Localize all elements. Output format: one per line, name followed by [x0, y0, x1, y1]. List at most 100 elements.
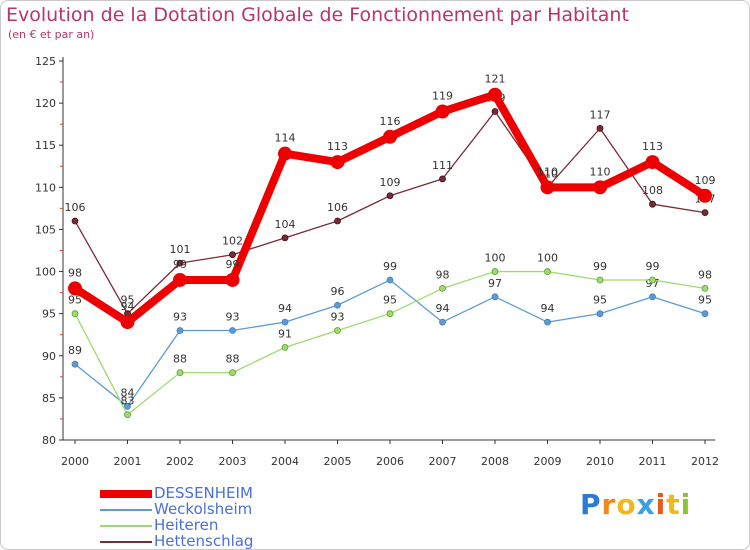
chart-subtitle: (en € et par an) [8, 28, 95, 41]
data-point-hettenschlag [176, 259, 184, 267]
data-label-weckolsheim: 84 [121, 386, 135, 399]
data-label-dessenheim: 113 [327, 140, 348, 153]
logo-letter: x [636, 488, 656, 521]
y-tick-label: 115 [35, 139, 56, 152]
data-point-dessenheim [278, 146, 292, 161]
data-label-weckolsheim: 94 [436, 302, 450, 315]
data-point-weckolsheim [229, 327, 236, 334]
y-tick-label: 120 [35, 97, 56, 110]
data-label-heiteren: 93 [331, 311, 345, 324]
y-tick-label: 95 [42, 308, 56, 321]
data-point-hettenschlag [701, 209, 709, 217]
data-label-weckolsheim: 97 [488, 277, 502, 290]
y-tick-label: 105 [35, 223, 56, 236]
data-point-weckolsheim [124, 402, 131, 410]
data-point-dessenheim [435, 104, 450, 119]
data-label-dessenheim: 109 [695, 174, 716, 187]
data-point-dessenheim [540, 180, 555, 195]
data-point-dessenheim [645, 155, 660, 170]
data-point-dessenheim [698, 188, 712, 203]
data-point-weckolsheim [176, 327, 184, 334]
data-label-heiteren: 88 [173, 353, 187, 366]
data-label-hettenschlag: 111 [432, 159, 453, 172]
data-point-weckolsheim [491, 293, 499, 301]
x-tick-label: 2004 [271, 455, 299, 468]
data-label-weckolsheim: 93 [173, 311, 187, 324]
data-label-hettenschlag: 108 [642, 184, 663, 197]
data-point-hettenschlag [71, 217, 79, 225]
y-tick-label: 100 [35, 266, 56, 279]
x-tick-label: 2011 [639, 455, 667, 468]
data-label-heiteren: 100 [537, 252, 558, 265]
x-tick-label: 2000 [61, 455, 89, 468]
data-label-weckolsheim: 93 [226, 311, 240, 324]
y-tick-label: 85 [42, 392, 56, 405]
y-tick-label: 90 [42, 350, 56, 363]
legend-label: DESSENHEIM [154, 484, 253, 502]
data-point-heiteren [386, 310, 394, 318]
data-point-heiteren [124, 411, 131, 419]
data-point-dessenheim [120, 315, 135, 330]
data-label-dessenheim: 99 [226, 258, 240, 271]
data-point-hettenschlag [596, 124, 604, 132]
data-label-dessenheim: 94 [121, 300, 135, 313]
data-point-dessenheim [488, 87, 502, 102]
data-point-weckolsheim [439, 318, 446, 326]
legend-label: Hettenschlag [154, 532, 254, 550]
data-label-weckolsheim: 96 [331, 285, 345, 298]
x-tick-label: 2007 [429, 455, 457, 468]
data-point-heiteren [439, 284, 446, 292]
data-label-weckolsheim: 95 [698, 294, 712, 307]
data-point-hettenschlag [334, 217, 341, 225]
data-point-heiteren [596, 276, 604, 284]
data-label-heiteren: 99 [646, 260, 660, 273]
proxiti-logo: Proxiti [580, 488, 691, 521]
data-label-weckolsheim: 94 [278, 302, 292, 315]
data-point-hettenschlag [439, 175, 446, 183]
data-label-weckolsheim: 94 [541, 302, 555, 315]
data-label-heiteren: 100 [485, 252, 506, 265]
data-point-heiteren [334, 327, 341, 334]
logo-letter: o [616, 488, 637, 521]
data-point-hettenschlag [491, 108, 499, 115]
data-point-heiteren [701, 284, 709, 292]
data-label-dessenheim: 114 [275, 132, 296, 145]
data-point-dessenheim [383, 129, 397, 144]
data-label-dessenheim: 110 [537, 165, 558, 178]
data-label-heiteren: 98 [698, 268, 712, 281]
data-label-hettenschlag: 102 [222, 235, 243, 248]
data-label-dessenheim: 116 [380, 115, 401, 128]
data-label-hettenschlag: 117 [590, 108, 611, 121]
data-point-weckolsheim [701, 310, 709, 318]
data-point-dessenheim [330, 155, 345, 170]
data-label-dessenheim: 99 [173, 258, 187, 271]
data-point-weckolsheim [544, 318, 551, 326]
data-point-dessenheim [68, 281, 82, 296]
x-tick-label: 2005 [324, 455, 352, 468]
x-tick-label: 2010 [586, 455, 614, 468]
chart-title: Evolution de la Dotation Globale de Fonc… [6, 4, 629, 26]
legend-swatch [100, 490, 152, 498]
data-point-heiteren [71, 310, 79, 318]
data-point-dessenheim [225, 272, 240, 287]
data-point-weckolsheim [649, 293, 656, 301]
legend-swatch [100, 541, 152, 543]
x-tick-label: 2009 [534, 455, 562, 468]
data-label-heiteren: 95 [68, 294, 82, 307]
legend-label: Heiteren [154, 516, 219, 534]
data-label-heiteren: 88 [226, 353, 240, 366]
series-line-dessenheim [71, 90, 709, 327]
data-point-heiteren [491, 268, 499, 275]
data-label-heiteren: 95 [383, 294, 397, 307]
data-label-dessenheim: 110 [590, 165, 611, 178]
data-point-hettenschlag [386, 192, 394, 200]
data-label-hettenschlag: 104 [275, 218, 296, 231]
data-point-heiteren [229, 369, 236, 377]
data-point-weckolsheim [71, 360, 79, 368]
x-tick-label: 2006 [376, 455, 404, 468]
data-point-dessenheim [593, 180, 607, 195]
y-tick-label: 110 [35, 181, 56, 194]
logo-letter: r [601, 488, 617, 521]
